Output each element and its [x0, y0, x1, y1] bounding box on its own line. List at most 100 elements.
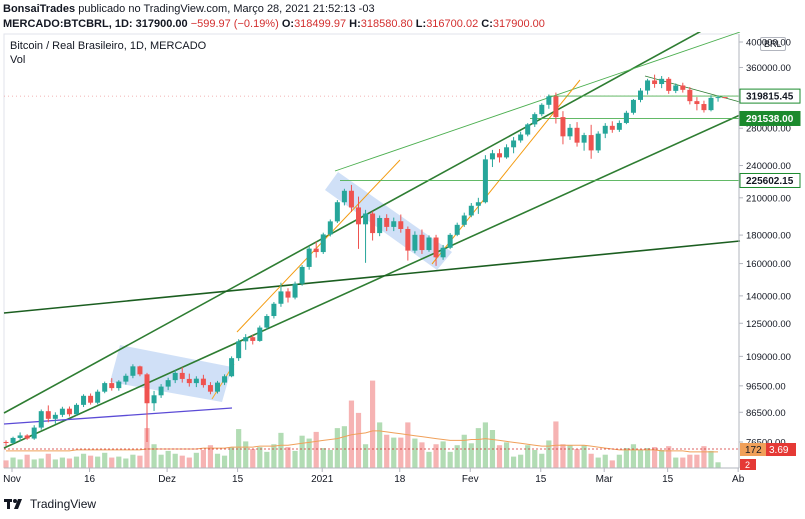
volume-legend: Vol: [10, 54, 26, 66]
x-tick-label: 15: [232, 474, 244, 485]
candle-body: [285, 291, 291, 298]
candle-body: [602, 125, 608, 134]
volume-bar: [243, 441, 249, 468]
thin-upper-line: [334, 32, 741, 172]
volume-bar: [306, 438, 312, 468]
candle-body: [116, 381, 122, 389]
volume-bar: [680, 457, 686, 468]
candle-body: [130, 366, 136, 376]
candle-body: [454, 224, 460, 235]
volume-bar: [511, 456, 517, 468]
candle-body: [74, 404, 79, 415]
candle-body: [144, 374, 150, 404]
volume-bar: [532, 449, 538, 468]
candle-body: [158, 386, 164, 396]
candle-body: [419, 234, 425, 251]
price-label-box: [739, 172, 801, 188]
candle-body: [236, 341, 242, 359]
x-tick-label: Ab: [732, 474, 745, 485]
candle-body: [299, 266, 305, 284]
candle-body: [250, 337, 256, 341]
candle-body: [680, 85, 686, 90]
volume-bar: [412, 438, 418, 468]
x-tick-label: 16: [84, 474, 96, 485]
candle-body: [123, 375, 129, 382]
price-label-text: 319815.45: [746, 92, 794, 103]
volume-bar: [172, 453, 178, 468]
candle-body: [447, 234, 453, 248]
volume-bar: [299, 435, 305, 468]
candle-body: [137, 366, 143, 375]
volume-bar: [503, 442, 510, 468]
volume-bar: [59, 457, 65, 468]
candle-body: [17, 435, 23, 438]
volume-ma-label: 172: [745, 445, 762, 456]
volume-bar: [355, 412, 362, 468]
volume-bar: [637, 449, 644, 468]
candle-body: [31, 427, 37, 439]
volume-bar: [38, 458, 44, 468]
volume-value-label: 3.69: [769, 445, 789, 456]
candle-body: [45, 411, 51, 419]
volume-bar: [616, 454, 622, 468]
volume-bar: [95, 456, 101, 468]
volume-bar: [257, 447, 263, 468]
volume-bar: [45, 453, 51, 468]
y-tick-label: 86500.00: [746, 408, 786, 419]
candle-body: [363, 213, 369, 225]
candle-body: [553, 96, 559, 118]
top-info-bar: BonsaiTrades publicado no TradingView.co…: [0, 0, 805, 32]
volume-bar: [377, 422, 383, 468]
candle-body: [546, 96, 552, 105]
tradingview-logo-icon: [4, 499, 22, 509]
low-label: L:: [415, 18, 427, 30]
volume-bar: [123, 458, 129, 468]
candle-body: [574, 127, 580, 143]
candle-body: [609, 125, 615, 130]
volume-bar: [264, 451, 270, 468]
candle-body: [52, 414, 58, 419]
x-tick-label: 2021: [311, 474, 334, 485]
volume-bar: [186, 457, 192, 468]
candle-body: [243, 337, 249, 342]
candle-body: [215, 382, 220, 392]
low-value: 316700.02: [426, 18, 479, 30]
volume-bar: [694, 454, 700, 468]
candle-body: [334, 202, 340, 222]
volume-bar: [271, 444, 277, 468]
candle-body: [518, 134, 524, 141]
candle-body: [652, 80, 658, 85]
volume-bar: [327, 449, 333, 468]
candle-body: [659, 78, 665, 85]
volume-bar: [433, 444, 439, 468]
volume-bar: [461, 434, 467, 468]
x-tick-label: 18: [394, 474, 406, 485]
volume-bar: [3, 460, 9, 468]
volume-bar: [285, 447, 291, 468]
volume-bar: [80, 453, 87, 468]
candle-body: [200, 378, 206, 386]
candle-body: [348, 190, 354, 208]
candle-body: [482, 159, 488, 203]
candle-body: [313, 248, 319, 253]
volume-bar: [362, 444, 369, 468]
price-chart[interactable]: 400000.00360000.00320000.00280000.002400…: [0, 32, 805, 492]
candle-body: [405, 228, 411, 251]
volume-bar: [52, 459, 58, 468]
price-label-box: [739, 88, 801, 104]
candle-body: [59, 408, 65, 415]
candle-body: [666, 78, 672, 91]
long-support-line: [3, 240, 741, 314]
volume-bar: [221, 455, 228, 468]
volume-bar: [334, 428, 340, 468]
last-price: 317900.00: [135, 18, 188, 30]
candle-body: [426, 237, 432, 251]
candle-body: [271, 303, 277, 317]
close-value: 317900.00: [492, 18, 545, 30]
candle-body: [341, 190, 347, 203]
x-tick-label: Dez: [158, 474, 176, 485]
currency-button[interactable]: BRL: [760, 37, 786, 51]
candle-body: [687, 89, 693, 102]
volume-bar: [567, 445, 573, 468]
candle-body: [722, 97, 728, 99]
